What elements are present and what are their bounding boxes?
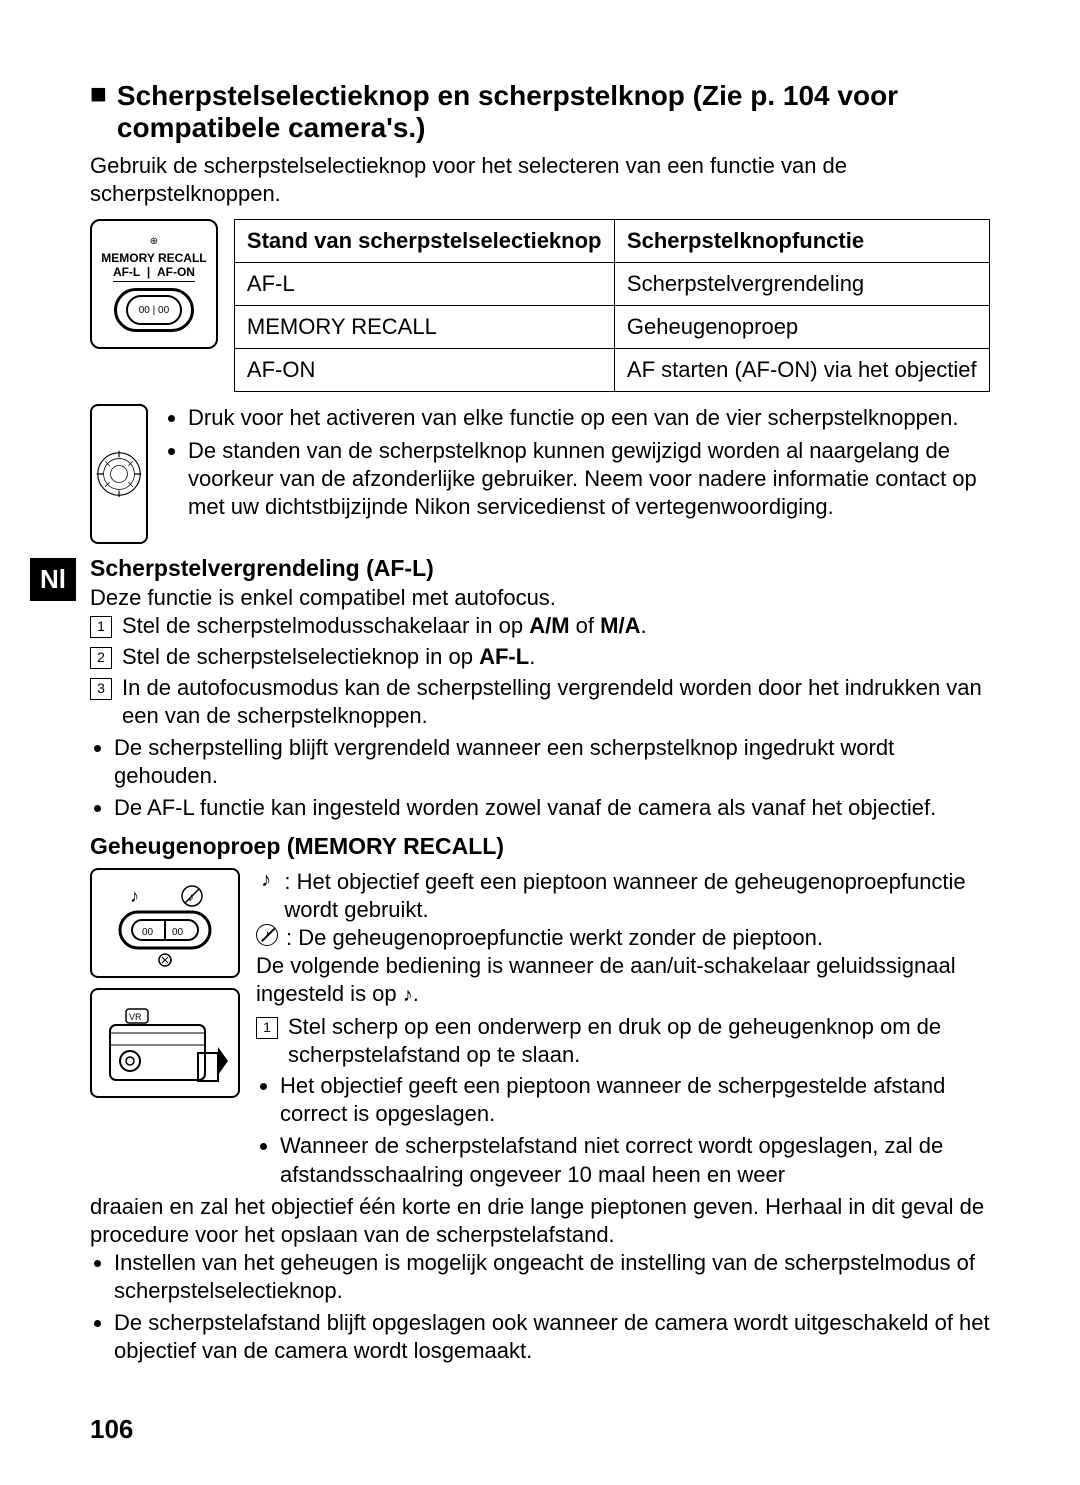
selector-mem-label: MEMORY RECALL <box>101 251 206 265</box>
list-item: 3 In de autofocusmodus kan de scherpstel… <box>90 674 990 730</box>
afl-heading: Scherpstelvergrendeling (AF-L) <box>90 554 990 583</box>
table-cell: Geheugenoproep <box>614 306 989 349</box>
mute-text: : De geheugenoproepfunctie werkt zonder … <box>286 924 823 952</box>
svg-text:00: 00 <box>172 927 184 938</box>
list-item: De AF-L functie kan ingesteld worden zow… <box>114 794 990 822</box>
mute-icon: ♪ <box>256 924 278 946</box>
table-cell: MEMORY RECALL <box>234 306 614 349</box>
selector-afon-text: AF-ON <box>157 265 195 279</box>
step-bold: M/A <box>600 613 640 638</box>
lens-memory-button-icon: VR <box>90 988 240 1098</box>
step-text: . <box>640 613 646 638</box>
lens-bullets: Druk voor het activeren van elke functie… <box>164 404 990 525</box>
selector-dial: 00 | 00 <box>114 288 194 332</box>
table-cell: AF-L <box>234 263 614 306</box>
lens-front-icon <box>90 404 148 544</box>
selector-switch-icon: ⊕ MEMORY RECALL AF-L | AF-ON 00 | 00 <box>90 219 218 349</box>
step-text: . <box>529 644 535 669</box>
list-item: Instellen van het geheugen is mogelijk o… <box>114 1249 990 1305</box>
page-number: 106 <box>90 1414 133 1445</box>
step-number-icon: 1 <box>256 1017 278 1039</box>
beep-line: ♪ : Het objectief geeft een pieptoon wan… <box>256 868 990 924</box>
table-header-function: Scherpstelknopfunctie <box>614 220 989 263</box>
list-item: De standen van de scherpstelknop kunnen … <box>188 437 990 521</box>
table-header-row: Stand van scherpstelselectieknop Scherps… <box>234 220 989 263</box>
following-beep-icon: ♪ <box>403 983 413 1009</box>
table-header-position: Stand van scherpstelselectieknop <box>234 220 614 263</box>
svg-text:VR: VR <box>129 1012 142 1022</box>
list-item: 1 Stel de scherpstelmodusschakelaar in o… <box>90 612 990 640</box>
table-cell: AF-ON <box>234 349 614 392</box>
following-text: De volgende bediening is wanneer de aan/… <box>256 952 990 1009</box>
step-number-icon: 3 <box>90 678 112 700</box>
svg-text:00: 00 <box>142 927 154 938</box>
table-row: AF-L Scherpstelvergrendeling <box>234 263 989 306</box>
memory-row: ♪ ♪ 00 00 <box>90 868 990 1193</box>
following-pre: De volgende bediening is wanneer de aan/… <box>256 953 956 1006</box>
memory-wrap-text: draaien en zal het objectief één korte e… <box>90 1193 990 1249</box>
mute-line: ♪ : De geheugenoproepfunctie werkt zonde… <box>256 924 990 952</box>
step-text: Stel de scherpstelselectieknop in op <box>122 644 479 669</box>
selector-dial-text: 00 | 00 <box>126 295 182 325</box>
table-row: MEMORY RECALL Geheugenoproep <box>234 306 989 349</box>
memory-section: Geheugenoproep (MEMORY RECALL) ♪ ♪ 00 00 <box>90 832 990 1366</box>
step-text: Stel scherp op een onderwerp en druk op … <box>288 1013 990 1069</box>
step-text: In de autofocusmodus kan de scherpstelli… <box>122 674 990 730</box>
svg-text:♪: ♪ <box>130 886 139 906</box>
list-item: Het objectief geeft een pieptoon wanneer… <box>280 1072 990 1128</box>
memory-right-column: ♪ : Het objectief geeft een pieptoon wan… <box>256 868 990 1193</box>
title-row: ■ Scherpstelselectieknop en scherpstelkn… <box>90 80 990 144</box>
list-item: De scherpstelling blijft vergrendeld wan… <box>114 734 990 790</box>
selector-and-table: ⊕ MEMORY RECALL AF-L | AF-ON 00 | 00 Sta… <box>90 219 990 392</box>
list-item: Wanneer de scherpstelafstand niet correc… <box>280 1132 990 1188</box>
afl-intro: Deze functie is enkel compatibel met aut… <box>90 584 990 612</box>
memory-heading: Geheugenoproep (MEMORY RECALL) <box>90 832 990 861</box>
title-bullet: ■ <box>90 80 107 108</box>
selector-afl-afon: AF-L | AF-ON <box>113 265 195 282</box>
language-tab: Nl <box>30 558 76 601</box>
page-title: Scherpstelselectieknop en scherpstelknop… <box>117 80 990 144</box>
step-text: Stel de scherpstelmodusschakelaar in op <box>122 613 529 638</box>
table-row: AF-ON AF starten (AF-ON) via het objecti… <box>234 349 989 392</box>
step-number-icon: 2 <box>90 647 112 669</box>
sound-switch-icon: ♪ ♪ 00 00 <box>90 868 240 978</box>
intro-text: Gebruik de scherpstelselectieknop voor h… <box>90 152 990 207</box>
step-bold: AF-L <box>479 644 529 669</box>
beep-text: : Het objectief geeft een pieptoon wanne… <box>284 868 990 924</box>
list-item: Druk voor het activeren van elke functie… <box>188 404 990 432</box>
lens-info-row: Druk voor het activeren van elke functie… <box>90 404 990 544</box>
memory-icons-column: ♪ ♪ 00 00 <box>90 868 240 1098</box>
list-item: 1 Stel scherp op een onderwerp en druk o… <box>256 1013 990 1069</box>
svg-text:♪: ♪ <box>188 890 194 904</box>
selector-top-glyph: ⊕ <box>150 236 158 247</box>
function-table: Stand van scherpstelselectieknop Scherps… <box>234 219 990 392</box>
beep-icon: ♪ <box>256 868 276 894</box>
following-post: . <box>413 981 419 1006</box>
list-item: 2 Stel de scherpstelselectieknop in op A… <box>90 643 990 671</box>
afl-section: Scherpstelvergrendeling (AF-L) Deze func… <box>90 554 990 822</box>
step-bold: A/M <box>529 613 569 638</box>
table-cell: Scherpstelvergrendeling <box>614 263 989 306</box>
selector-afl-text: AF-L <box>113 265 140 279</box>
list-item: De scherpstelafstand blijft opgeslagen o… <box>114 1309 990 1365</box>
table-cell: AF starten (AF-ON) via het objectief <box>614 349 989 392</box>
step-text: of <box>570 613 601 638</box>
step-number-icon: 1 <box>90 616 112 638</box>
